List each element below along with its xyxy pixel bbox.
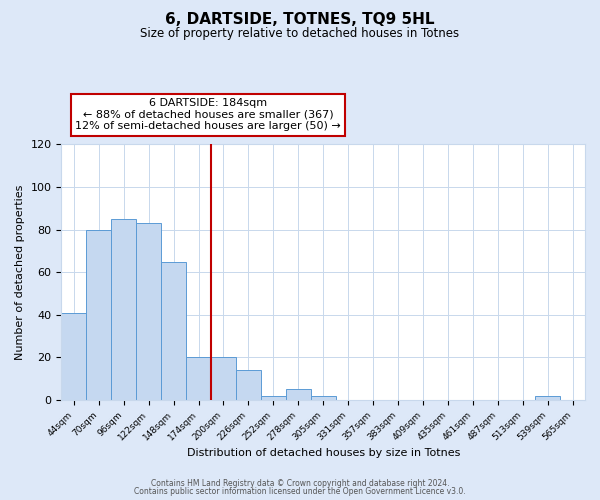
Bar — [535, 396, 560, 400]
Bar — [111, 219, 136, 400]
Bar — [236, 370, 261, 400]
Text: Size of property relative to detached houses in Totnes: Size of property relative to detached ho… — [140, 28, 460, 40]
Bar — [161, 262, 186, 400]
Bar — [186, 358, 211, 400]
Text: Contains public sector information licensed under the Open Government Licence v3: Contains public sector information licen… — [134, 487, 466, 496]
Bar — [136, 223, 161, 400]
Bar — [211, 358, 236, 400]
Text: Contains HM Land Registry data © Crown copyright and database right 2024.: Contains HM Land Registry data © Crown c… — [151, 478, 449, 488]
Y-axis label: Number of detached properties: Number of detached properties — [15, 184, 25, 360]
Text: 6 DARTSIDE: 184sqm
← 88% of detached houses are smaller (367)
12% of semi-detach: 6 DARTSIDE: 184sqm ← 88% of detached hou… — [75, 98, 341, 132]
X-axis label: Distribution of detached houses by size in Totnes: Distribution of detached houses by size … — [187, 448, 460, 458]
Bar — [61, 312, 86, 400]
Bar — [261, 396, 286, 400]
Bar — [311, 396, 335, 400]
Bar — [86, 230, 111, 400]
Bar — [286, 390, 311, 400]
Text: 6, DARTSIDE, TOTNES, TQ9 5HL: 6, DARTSIDE, TOTNES, TQ9 5HL — [165, 12, 435, 28]
